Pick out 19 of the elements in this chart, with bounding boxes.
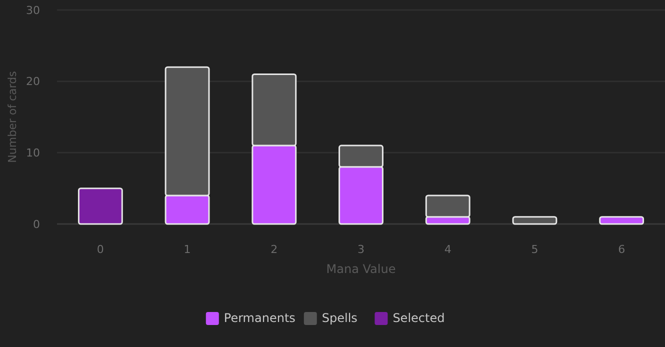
y-tick-label: 10 [26, 146, 40, 160]
x-tick-label: 3 [358, 242, 364, 256]
y-tick-label: 20 [26, 75, 40, 88]
legend-label: Selected [392, 311, 445, 326]
x-axis-title: Mana Value [326, 262, 396, 276]
bar [599, 216, 644, 225]
x-tick-label: 2 [270, 242, 278, 256]
y-axis-title: Number of cards [6, 70, 19, 163]
bar [512, 216, 558, 225]
legend-label: Permanents [224, 311, 296, 326]
y-tick-label: 30 [26, 4, 40, 17]
x-tick-label: 1 [184, 242, 191, 256]
x-tick-label: 6 [618, 242, 626, 256]
y-tick-label: 0 [33, 218, 40, 231]
x-tick-label: 0 [96, 242, 104, 256]
bar [78, 188, 123, 225]
x-tick-label: 4 [444, 242, 452, 256]
x-tick-label: 5 [531, 242, 538, 256]
legend-label: Spells [322, 311, 358, 326]
